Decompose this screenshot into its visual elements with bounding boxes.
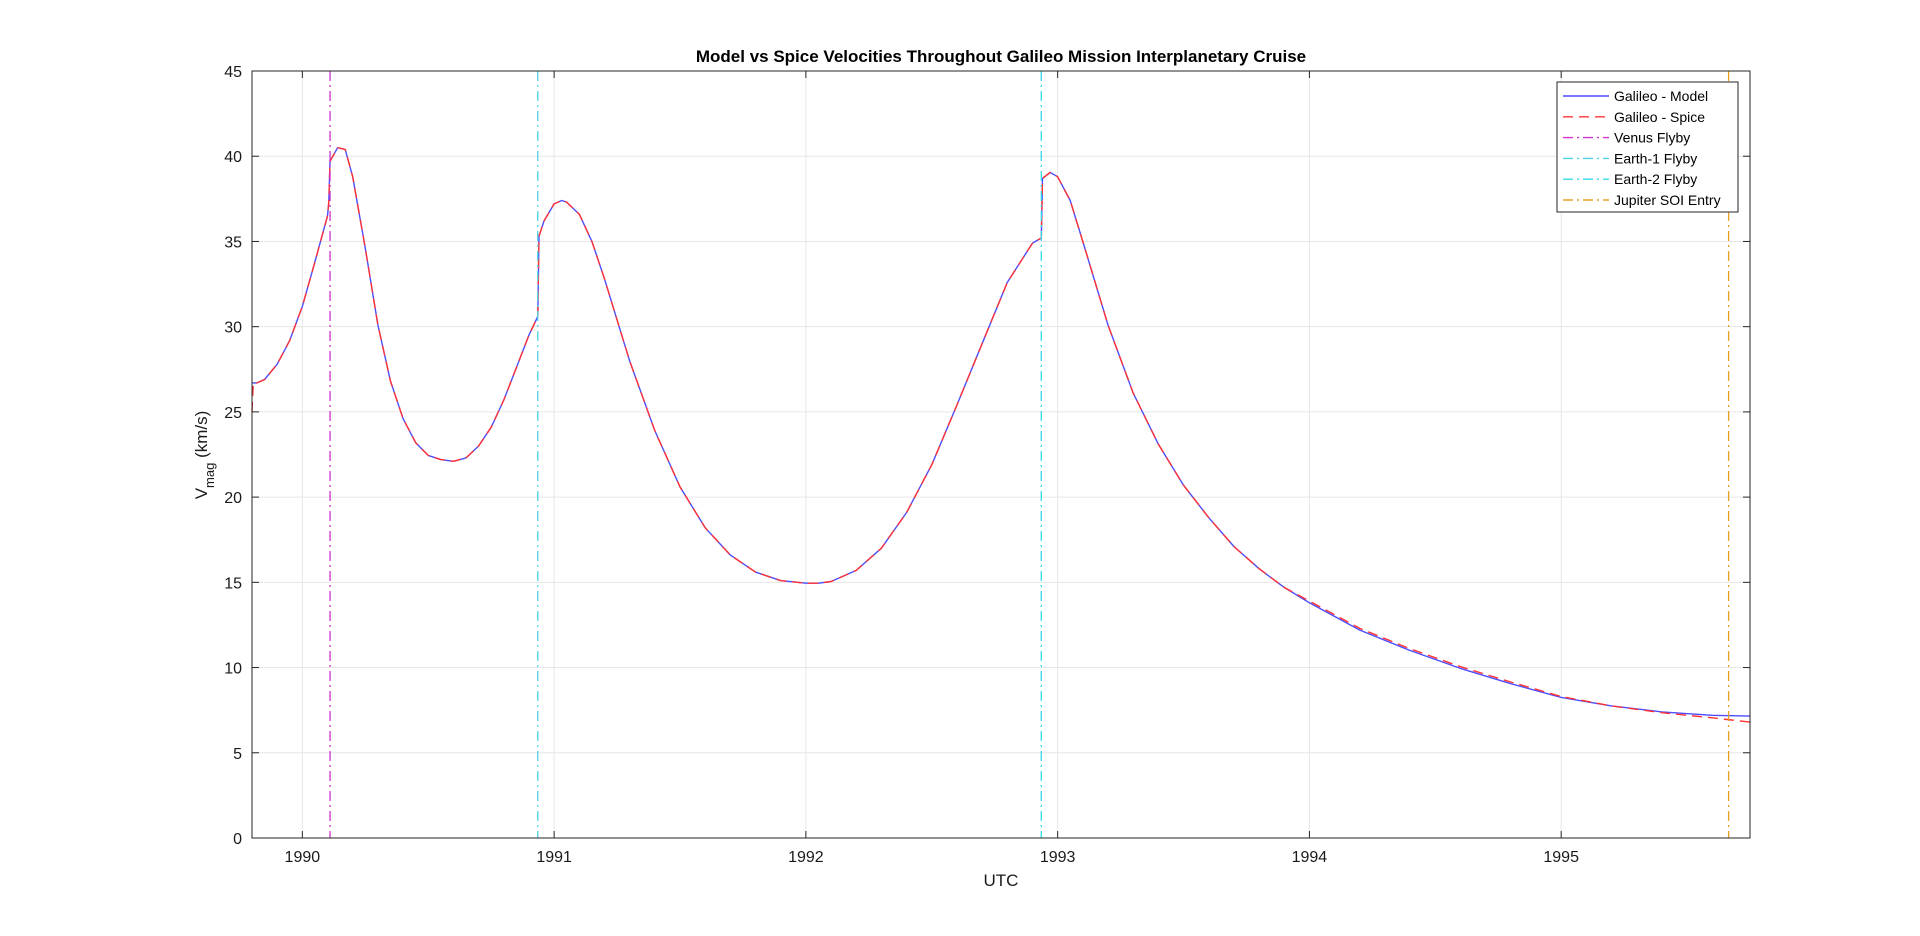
legend-box xyxy=(1556,81,1739,213)
x-tick-label: 1995 xyxy=(1543,849,1579,866)
series-line-spice xyxy=(251,146,1751,723)
x-axis-label: UTC xyxy=(984,871,1019,890)
y-axis-label: Vmag (km/s) xyxy=(192,411,217,500)
y-axis-label-sub: mag xyxy=(202,463,217,488)
legend-entry: Jupiter SOI Entry xyxy=(1614,192,1721,208)
y-tick-label: 25 xyxy=(224,405,242,422)
y-tick-label: 35 xyxy=(224,234,242,251)
axis-ticks: 1990 1991 1992 1993 1994 1995 0 5 10 15 20 25 30 35 40… xyxy=(224,64,1750,866)
legend-entry: Earth-1 Flyby xyxy=(1614,150,1697,166)
y-axis-label-unit: (km/s) xyxy=(192,411,211,458)
legend-entry: Galileo - Model xyxy=(1614,88,1708,104)
series-layer xyxy=(251,146,1751,723)
x-tick-label: 1992 xyxy=(788,849,824,866)
svg-text:Vmag (km/s): Vmag (km/s) xyxy=(192,411,217,500)
plot-frame xyxy=(251,70,1751,839)
x-tick-label: 1990 xyxy=(285,849,321,866)
y-tick-label: 30 xyxy=(224,320,242,337)
plot-area xyxy=(252,71,1750,838)
legend-entry: Venus Flyby xyxy=(1614,130,1690,146)
legend: Galileo - Model Galileo - Spice Venus Flyb… xyxy=(1556,81,1739,213)
y-tick-label: 45 xyxy=(224,64,242,81)
y-tick-label: 15 xyxy=(224,575,242,592)
y-tick-label: 0 xyxy=(233,831,242,848)
chart-title: Model vs Spice Velocities Throughout Gal… xyxy=(696,47,1306,66)
y-tick-label: 10 xyxy=(224,661,242,678)
legend-entry: Galileo - Spice xyxy=(1614,109,1705,125)
y-tick-label: 40 xyxy=(224,149,242,166)
legend-entry: Earth-2 Flyby xyxy=(1614,171,1697,187)
x-tick-label: 1991 xyxy=(536,849,572,866)
x-tick-label: 1993 xyxy=(1040,849,1076,866)
y-tick-label: 5 xyxy=(233,746,242,763)
y-tick-label: 20 xyxy=(224,490,242,507)
y-axis-label-main: V xyxy=(192,487,211,499)
grid-lines xyxy=(252,70,1750,839)
x-tick-label: 1994 xyxy=(1292,849,1328,866)
